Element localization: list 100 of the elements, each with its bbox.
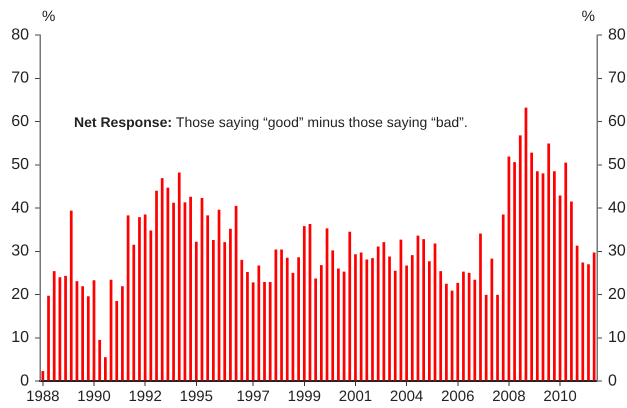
y-tick-label: 0: [20, 372, 30, 390]
bar: [115, 300, 118, 380]
bar: [64, 276, 67, 380]
bar: [342, 272, 346, 380]
bar: [263, 282, 266, 380]
bar: [581, 262, 584, 380]
bar: [297, 257, 300, 380]
bar: [592, 252, 596, 380]
bar: [160, 178, 164, 380]
bar: [405, 266, 408, 380]
bar: [576, 246, 578, 380]
y2-tick-label: 10: [608, 329, 626, 346]
y-tick-label: 70: [11, 70, 30, 87]
x-tick-label: 2004: [390, 388, 424, 406]
bar: [121, 286, 124, 380]
x-tick-label: 1992: [128, 388, 162, 406]
x-tick-label: 1988: [26, 388, 60, 406]
bar: [194, 242, 198, 380]
bar: [479, 234, 482, 380]
bar: [490, 258, 494, 380]
bar: [206, 215, 210, 380]
bar: [286, 258, 289, 380]
bar: [422, 239, 426, 380]
y-tick-label: 10: [11, 329, 30, 346]
bar: [445, 284, 448, 380]
bar: [382, 242, 386, 380]
bar: [240, 260, 244, 380]
bar: [223, 242, 226, 380]
bar: [360, 252, 362, 380]
bar: [184, 202, 186, 380]
bar: [587, 264, 590, 380]
bar: [110, 280, 112, 380]
bar: [70, 210, 73, 380]
bar: [172, 202, 175, 380]
bar: [58, 277, 62, 380]
y2-tick-label: 20: [608, 286, 626, 303]
bar: [76, 281, 78, 380]
bar: [439, 271, 442, 380]
bar: [553, 171, 556, 380]
y2-tick-label: 0: [608, 372, 617, 390]
bar: [547, 144, 550, 380]
bar: [320, 265, 323, 380]
y2-tick-label: 30: [608, 242, 626, 260]
y2-tick-label: 40: [608, 199, 626, 216]
x-tick-label: 2010: [543, 388, 577, 406]
bar: [400, 240, 402, 380]
bar: [280, 250, 283, 380]
bar: [473, 280, 476, 380]
bar: [189, 196, 192, 380]
bar: [542, 173, 544, 380]
annotation: Net Response: Those saying “good” minus those saying “bad”.: [74, 114, 468, 130]
bar: [376, 246, 380, 380]
bar: [144, 214, 147, 380]
bar: [456, 282, 460, 380]
bar: [428, 261, 431, 380]
bar: [252, 282, 254, 380]
bar: [468, 272, 470, 380]
x-tick-label: 1999: [288, 388, 321, 406]
bar: [513, 162, 516, 380]
bar: [416, 236, 420, 380]
bar: [570, 202, 573, 380]
bar: [434, 243, 436, 380]
bar: [98, 340, 102, 380]
bar: [337, 268, 340, 380]
y2-tick-label: 70: [608, 70, 626, 87]
bar: [365, 259, 368, 380]
bar: [234, 206, 238, 380]
bar: [257, 266, 260, 380]
bar: [450, 290, 454, 380]
bar: [47, 296, 50, 380]
y-tick-label: 30: [11, 242, 30, 260]
bar: [530, 152, 533, 380]
bar: [371, 258, 374, 380]
bar: [564, 162, 568, 380]
bar: [348, 232, 352, 380]
bar: [149, 230, 152, 380]
x-tick-label: 1990: [77, 388, 111, 406]
bar: [496, 294, 499, 380]
y-tick-label: 60: [11, 112, 30, 130]
x-tick-label: 1995: [180, 388, 213, 406]
bar: [52, 271, 56, 380]
bar: [326, 228, 328, 380]
bar: [212, 240, 215, 380]
bar: [354, 254, 357, 380]
x-tick-label: 1997: [236, 388, 270, 406]
x-tick-label: 2001: [338, 388, 372, 406]
bar: [92, 280, 96, 380]
bar: [518, 135, 522, 380]
bar: [178, 172, 181, 380]
bar: [229, 228, 232, 380]
bar: [508, 156, 510, 380]
bar: [132, 244, 136, 380]
bar: [314, 278, 318, 380]
bar: [331, 250, 334, 380]
y-tick-label: 50: [11, 156, 30, 174]
bar: [166, 188, 170, 380]
bar: [86, 296, 90, 380]
bar: [81, 286, 84, 380]
y2-tick-label: 60: [608, 112, 626, 130]
bar: [274, 250, 278, 380]
